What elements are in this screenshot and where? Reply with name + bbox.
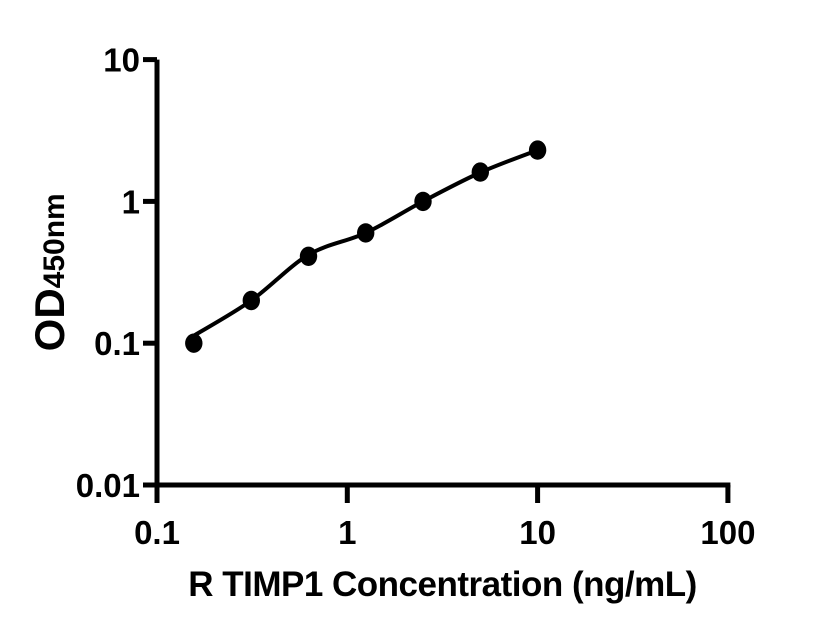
x-axis-tick-label: 10 bbox=[519, 514, 556, 551]
y-axis-tick-label: 0.01 bbox=[76, 467, 140, 504]
data-point-marker bbox=[471, 162, 489, 182]
y-axis-title-main: OD bbox=[26, 288, 73, 351]
data-point-marker bbox=[242, 290, 260, 311]
y-axis: 0.01 0.1 1 10 bbox=[76, 42, 160, 504]
x-axis-tick-label: 0.1 bbox=[134, 514, 180, 551]
y-axis-title-sub: 450nm bbox=[38, 193, 71, 288]
data-point-marker bbox=[414, 191, 432, 212]
x-axis-tick-label: 100 bbox=[700, 514, 755, 551]
data-point-marker bbox=[299, 246, 318, 266]
y-axis-tick-label: 10 bbox=[103, 42, 140, 79]
x-axis-title: R TIMP1 Concentration (ng/mL) bbox=[188, 565, 697, 604]
x-axis: 0.1 1 10 100 bbox=[134, 482, 755, 551]
data-point-marker bbox=[357, 223, 375, 243]
y-axis-title: OD450nm bbox=[26, 193, 73, 351]
data-point-marker bbox=[528, 140, 547, 160]
data-points bbox=[185, 140, 547, 353]
y-axis-tick-label: 1 bbox=[122, 183, 140, 220]
y-axis-tick-label: 0.1 bbox=[94, 325, 140, 362]
x-axis-tick-label: 1 bbox=[338, 514, 356, 551]
data-point-marker bbox=[185, 333, 203, 353]
